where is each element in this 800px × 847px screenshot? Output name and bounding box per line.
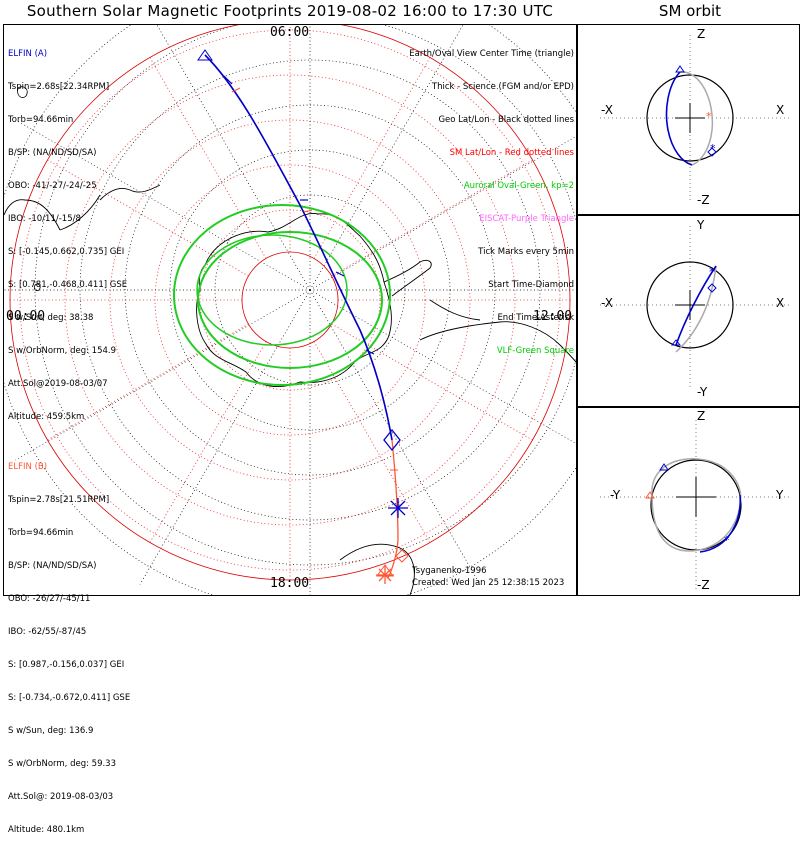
auroral-oval-outer [173,204,391,386]
svg-text:*: * [724,534,730,547]
sm2-bottom-label: -Y [697,385,708,399]
sm1-left-label: -X [601,103,613,117]
sm-xy-elfin-a [675,265,717,346]
legend-item: Auroral Oval-Green, kp=2 [463,181,574,191]
sm-xz-elfin-a [665,71,693,166]
elfin-a-info: ELFIN (A) Tspin=2.68s[22.34RPM] Torb=94.… [8,27,127,434]
legend-item: Geo Lat/Lon - Black dotted lines [438,115,574,125]
elfin-a-line: IBO: -10/11/-15/8 [8,214,81,224]
elfin-a-line: Tspin=2.68s[22.34RPM] [8,82,110,92]
legend-item: End Time-Asterisk [497,313,574,323]
elfin-b-line: B/SP: (NA/ND/SD/SA) [8,561,97,571]
elfin-a-end-asterisk [388,498,408,518]
elfin-b-line: S w/OrbNorm, deg: 59.33 [8,759,117,769]
plot-title: Southern Solar Magnetic Footprints 2019-… [26,2,554,20]
sm-plot-yz: * [600,420,790,590]
sm-pole-circle [241,251,339,349]
legend-item: SM Lat/Lon - Red dotted lines [449,148,574,158]
legend-item: Thick - Science (FGM and/or EPD) [431,82,574,92]
sm3-right-label: Y [776,488,784,502]
model-label: Tsyganenko-1996 [412,566,487,576]
svg-text:*: * [710,142,716,155]
svg-text:*: * [706,110,712,123]
antarctica-coastline [196,213,392,388]
sm1-right-label: X [776,103,785,117]
legend-item: Tick Marks every 5min [478,247,574,257]
elfin-a-line: OBO: -41/-27/-24/-25 [8,181,97,191]
map-legend: Earth/Oval View Center Time (triangle) T… [409,27,574,368]
elfin-a-line: S w/Sun, deg: 38.38 [8,313,94,323]
elfin-b-line: Altitude: 480.1km [8,825,85,835]
legend-item: EISCAT-Purple Triangle [479,214,574,224]
elfin-b-line: Tspin=2.78s[21.51RPM] [8,495,110,505]
elfin-b-line: Torb=94.66min [8,528,74,538]
elfin-b-line: S: [0.987,-0.156,0.037] GEI [8,660,125,670]
elfin-b-view-triangle [376,564,394,577]
sm-orbit-plots: * * * * [600,35,790,590]
elfin-a-tick-marks [223,75,375,355]
elfin-a-view-triangle [197,49,213,61]
sm3-top-label: Z [697,409,706,423]
sm1-bottom-label: -Z [697,193,710,207]
created-label: Created: Wed Jan 25 12:38:15 2023 [412,578,565,588]
elfin-b-name: ELFIN (B) [8,462,48,472]
elfin-b-line: Att.Sol@: 2019-08-03/03 [8,792,114,802]
sm-orbit-title: SM orbit [658,2,722,20]
legend-item: VLF-Green Square [496,346,574,356]
elfin-a-start-diamond [383,428,401,452]
elfin-a-line: Att.Sol@2019-08-03/07 [8,379,108,389]
lt-label-top: 06:00 [270,25,310,40]
sm-plot-xz: * * [600,35,790,200]
elfin-b-start-diamond [395,549,409,563]
australia-coastline [4,194,101,231]
svg-text:*: * [709,265,715,279]
elfin-b-line: S: [-0.734,-0.672,0.411] GSE [8,693,131,703]
elfin-a-line: S: [0.781,-0.468,0.411] GSE [8,280,128,290]
elfin-a-line: S: [-0.145,0.662,0.735] GEI [8,247,125,257]
sm2-top-label: Y [697,218,705,232]
lt-label-left: 00:00 [6,309,46,324]
sm-grid-lines [10,25,570,580]
elfin-a-name: ELFIN (A) [8,49,48,59]
legend-item: Earth/Oval View Center Time (triangle) [409,49,574,59]
lt-label-right: 12:00 [533,309,573,324]
lt-label-bottom: 18:00 [270,576,310,591]
legend-item: Start Time-Diamond [488,280,574,290]
sm2-left-label: -X [601,296,613,310]
elfin-b-line: S w/Sun, deg: 136.9 [8,726,94,736]
sm3-left-label: -Y [610,488,621,502]
elfin-a-line: Altitude: 459.5km [8,412,85,422]
elfin-b-line: OBO: -26/27/-45/11 [8,594,91,604]
sm3-bottom-label: -Z [697,578,710,592]
sm2-right-label: X [776,296,785,310]
sm-plot-xy: * [600,226,790,390]
south-america-coastline [419,321,576,363]
footprint-map [4,25,576,595]
elfin-b-line: IBO: -62/55/-87/45 [8,627,87,637]
elfin-a-line: S w/OrbNorm, deg: 154.9 [8,346,117,356]
elfin-a-track [204,54,393,441]
africa-coastline [339,543,415,595]
sm-yz-elfin-a [699,494,741,553]
map-panel [3,24,577,596]
elfin-a-line: Torb=94.66min [8,115,74,125]
elfin-a-line: B/SP: (NA/ND/SD/SA) [8,148,97,158]
sm1-top-label: Z [697,27,706,41]
